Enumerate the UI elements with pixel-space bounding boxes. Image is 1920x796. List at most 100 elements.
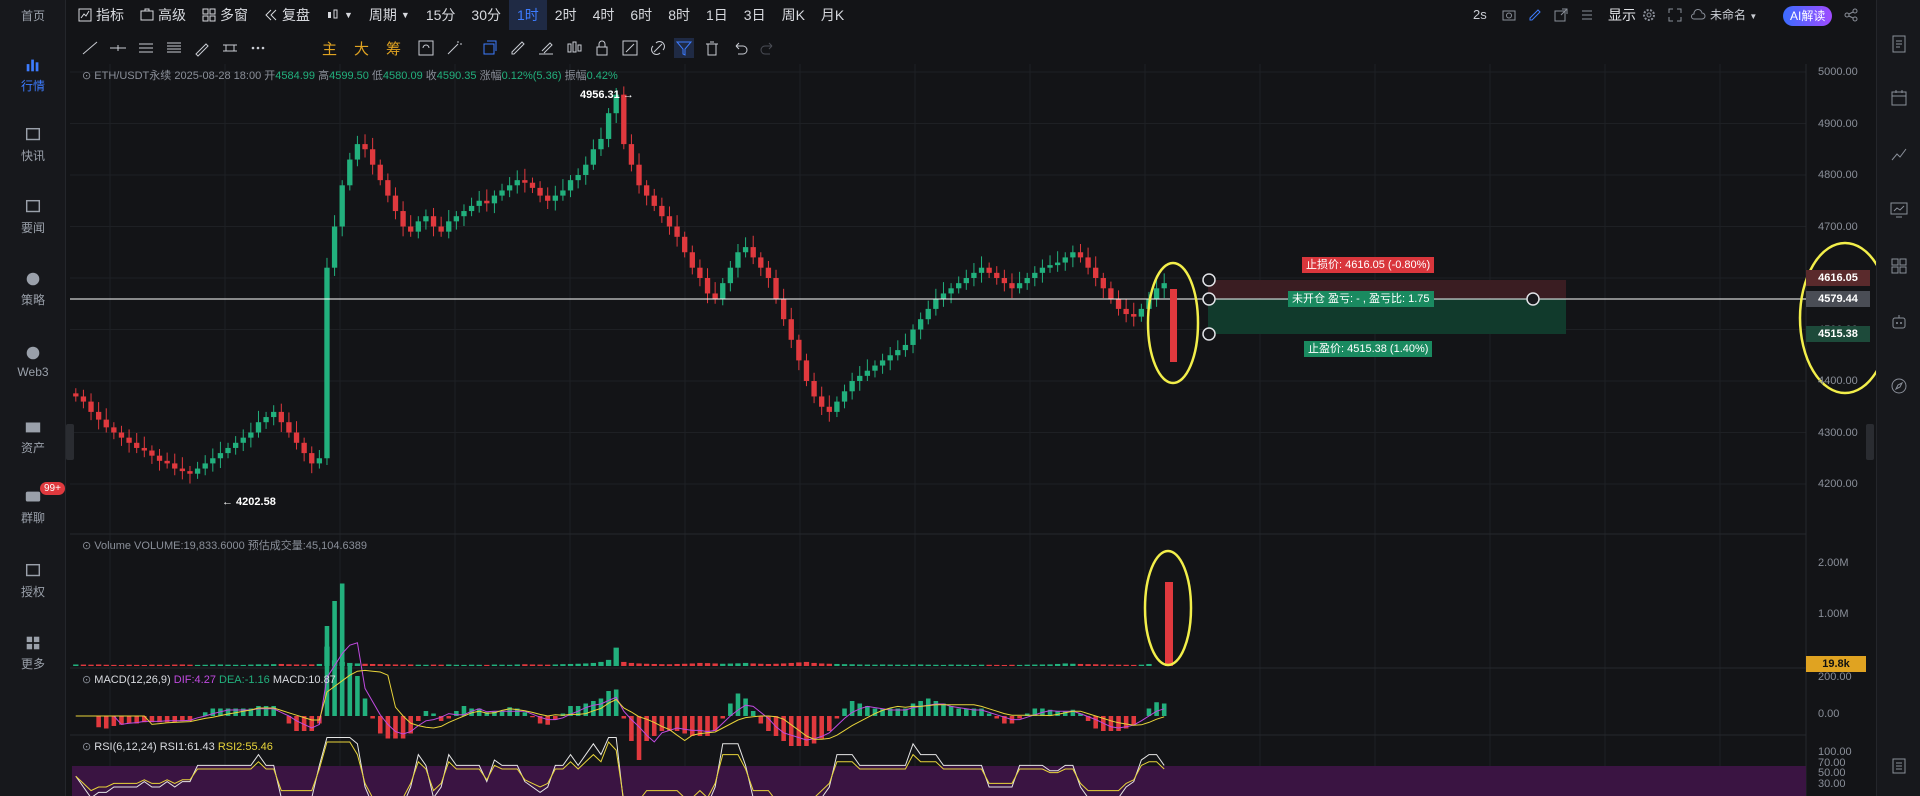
pen-icon[interactable] (1528, 8, 1542, 22)
interval-tab[interactable]: 1时 (509, 0, 547, 30)
replay-button[interactable]: 复盘 (256, 0, 318, 30)
document-icon[interactable] (1889, 34, 1909, 54)
indicator-button[interactable]: 指标 (70, 0, 132, 30)
candle-body (986, 267, 992, 273)
settings-gear-icon[interactable] (1642, 8, 1656, 22)
lock-icon[interactable] (592, 38, 612, 58)
symbol-name: ETH/USDT永续 (94, 70, 172, 82)
magic-wand-icon[interactable] (444, 38, 464, 58)
compass-icon[interactable] (1889, 376, 1909, 396)
nav-item-2[interactable]: 快讯 (0, 126, 66, 164)
candle-body (994, 272, 1000, 278)
macd-histogram-bar (941, 703, 946, 716)
interval-tab[interactable]: 3日 (743, 7, 766, 23)
trend-line-icon[interactable] (80, 38, 100, 58)
display-button[interactable]: 显示 (1608, 7, 1636, 23)
nav-item-3[interactable]: 要闻 (0, 198, 66, 236)
nav-item-0[interactable]: 首页 (0, 0, 66, 24)
legend-toggle-icon[interactable]: ⊙ (82, 70, 92, 82)
measure-icon[interactable] (220, 38, 240, 58)
big-order-button[interactable]: 大 (354, 41, 370, 58)
share-icon[interactable] (1844, 8, 1858, 22)
volume-bar (1032, 664, 1038, 666)
ai-interpret-button[interactable]: AI解读 (1783, 6, 1833, 26)
trash-icon[interactable] (702, 38, 722, 58)
trend-chart-icon[interactable] (1889, 144, 1909, 164)
more-tools-icon[interactable] (248, 38, 268, 58)
interval-tab[interactable]: 周K (781, 7, 805, 23)
period-dropdown[interactable]: 周期 ▼ (361, 0, 418, 30)
interval-tab[interactable]: 4时 (592, 7, 615, 23)
cycle-icon[interactable] (416, 38, 436, 58)
highlighter-icon[interactable] (536, 38, 556, 58)
candles-icon[interactable] (564, 38, 584, 58)
monitor-chart-icon[interactable] (1889, 200, 1909, 220)
chips-button[interactable]: 筹 (386, 41, 402, 58)
horizontal-line-icon[interactable] (108, 38, 128, 58)
candle-body (720, 283, 726, 299)
interval-tab[interactable]: 1日 (705, 7, 728, 23)
interval-tab[interactable]: 8时 (668, 7, 690, 23)
nav-item-4[interactable]: 策略 (0, 270, 66, 308)
chart-type-dropdown[interactable]: ▼ (318, 0, 361, 30)
candle-body (400, 211, 406, 227)
redo-icon[interactable] (758, 38, 778, 58)
interval-tab[interactable]: 6时 (630, 7, 653, 23)
pencil-icon[interactable] (508, 38, 528, 58)
advanced-button[interactable]: 高级 (132, 0, 194, 30)
candle-body (430, 216, 437, 227)
axis-tick-label: 4700.00 (1818, 220, 1858, 233)
candle-body (773, 278, 779, 299)
nav-item-7[interactable]: 群聊 99+ (0, 482, 66, 526)
notes-icon[interactable] (1889, 756, 1909, 776)
filter-icon[interactable] (674, 38, 694, 58)
interval-tab[interactable]: 月K (820, 7, 845, 23)
legend-toggle-icon[interactable]: ⊙ (82, 540, 92, 552)
candle-body (590, 149, 597, 165)
candle-body (712, 293, 718, 299)
external-link-icon[interactable] (1554, 8, 1568, 22)
nav-label: 资产 (20, 441, 45, 455)
macd-histogram-bar (164, 716, 170, 723)
multi-window-button[interactable]: 多窗 (194, 0, 256, 30)
volume-bar (796, 662, 802, 666)
macd-histogram-bar (1093, 716, 1098, 729)
refresh-rate[interactable]: 2s (1473, 7, 1487, 22)
volume-bar (994, 664, 1000, 666)
list-icon[interactable] (1580, 8, 1594, 22)
layout-name-dropdown[interactable]: 未命名 ▼ (1710, 0, 1757, 30)
note-icon[interactable] (620, 38, 640, 58)
macd-histogram-bar (674, 716, 680, 731)
legend-toggle-icon[interactable]: ⊙ (82, 674, 92, 686)
fullscreen-icon[interactable] (1668, 8, 1682, 22)
nav-item-9[interactable]: 更多 (0, 634, 66, 672)
left-panel-collapse-handle[interactable] (66, 424, 74, 460)
panel-collapse-handle[interactable] (1866, 424, 1874, 460)
candle-body (1077, 252, 1084, 258)
macd-histogram-bar (172, 716, 178, 723)
main-force-button[interactable]: 主 (322, 41, 338, 58)
calendar-icon[interactable] (1889, 88, 1909, 108)
camera-icon[interactable] (1502, 8, 1516, 22)
nav-item-6[interactable]: 资产 (0, 418, 66, 456)
nav-item-8[interactable]: 授权 (0, 562, 66, 600)
position-status-label[interactable]: 未开仓 盈亏: - , 盈亏比: 1.75 (1288, 291, 1434, 307)
nav-item-5[interactable]: Web3 (0, 344, 66, 379)
link-icon[interactable] (648, 38, 668, 58)
interval-tab[interactable]: 15分 (425, 7, 456, 23)
undo-icon[interactable] (730, 38, 750, 58)
fibonacci-icon[interactable] (164, 38, 184, 58)
volume-bar (461, 664, 467, 666)
parallel-lines-icon[interactable] (136, 38, 156, 58)
brush-icon[interactable] (192, 38, 212, 58)
take-profit-label[interactable]: 止盈价: 4515.38 (1.40%) (1304, 341, 1433, 357)
interval-tab[interactable]: 2时 (554, 7, 577, 23)
volume-bar (780, 663, 787, 666)
nav-item-1[interactable]: 行情 (0, 56, 66, 94)
bot-icon[interactable] (1889, 312, 1909, 332)
legend-toggle-icon[interactable]: ⊙ (82, 741, 92, 753)
interval-tab[interactable]: 30分 (471, 7, 501, 23)
grid-icon[interactable] (1889, 256, 1909, 276)
stop-loss-label[interactable]: 止损价: 4616.05 (-0.80%) (1302, 257, 1435, 273)
copy-icon[interactable] (480, 38, 500, 58)
